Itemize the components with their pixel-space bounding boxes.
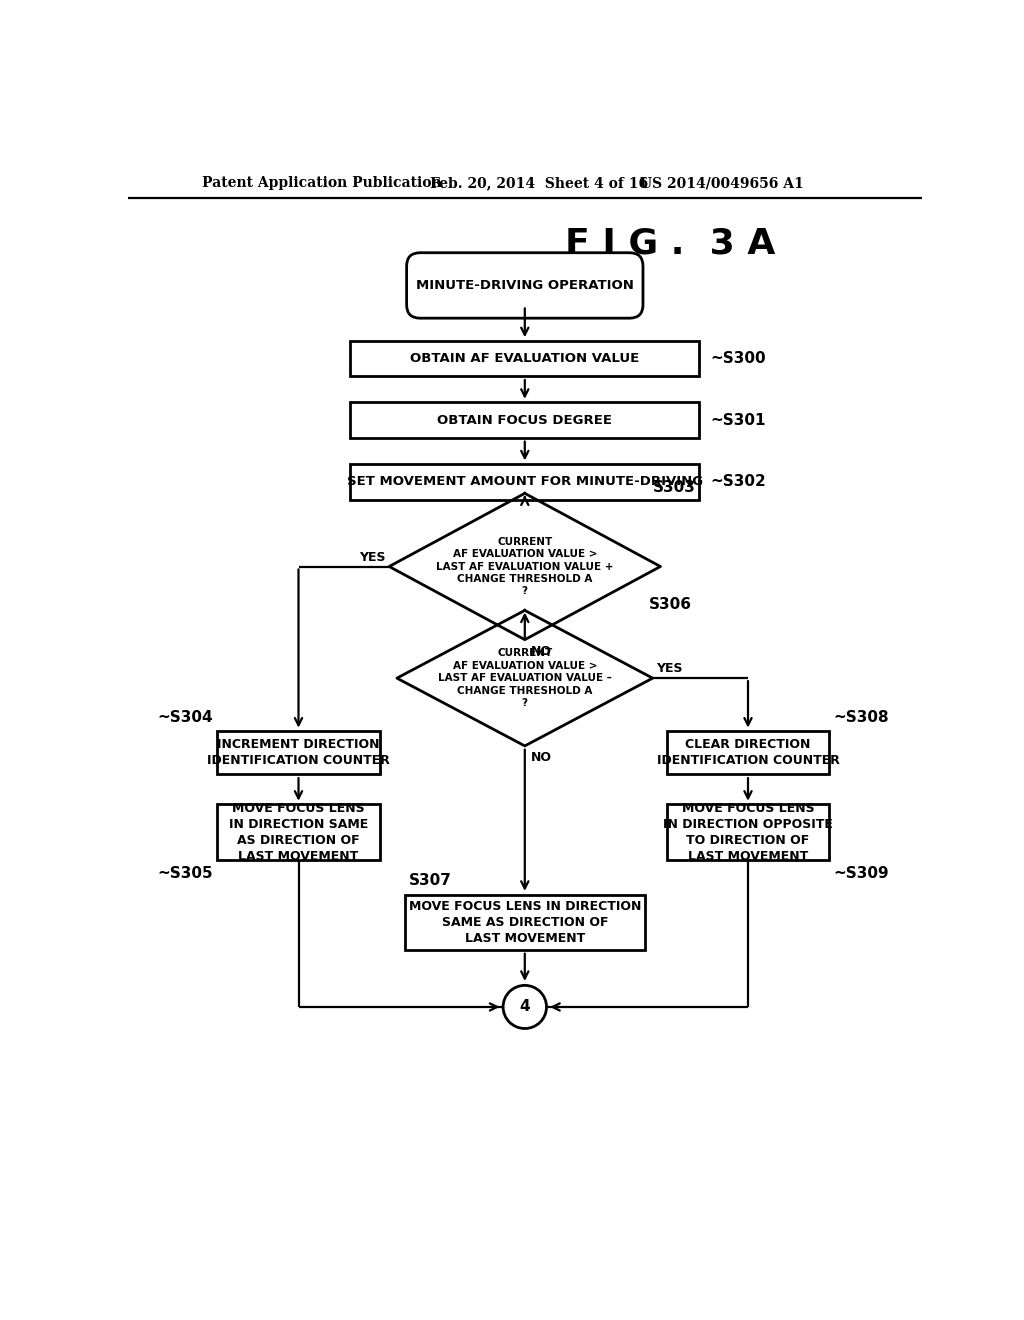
Text: MOVE FOCUS LENS IN DIRECTION
SAME AS DIRECTION OF
LAST MOVEMENT: MOVE FOCUS LENS IN DIRECTION SAME AS DIR… [409,900,641,945]
Text: US 2014/0049656 A1: US 2014/0049656 A1 [640,176,803,190]
Text: ~S309: ~S309 [834,866,889,882]
Polygon shape [389,494,660,640]
Bar [217,731,380,775]
Bar [217,804,380,859]
Text: CURRENT
AF EVALUATION VALUE >
LAST AF EVALUATION VALUE +
CHANGE THRESHOLD A
?: CURRENT AF EVALUATION VALUE > LAST AF EV… [436,537,613,597]
Text: 4: 4 [519,999,530,1015]
Bar [350,403,699,438]
Text: S307: S307 [409,873,452,888]
Bar [667,804,829,859]
Text: MOVE FOCUS LENS
IN DIRECTION OPPOSITE
TO DIRECTION OF
LAST MOVEMENT: MOVE FOCUS LENS IN DIRECTION OPPOSITE TO… [664,801,833,863]
Text: CLEAR DIRECTION
IDENTIFICATION COUNTER: CLEAR DIRECTION IDENTIFICATION COUNTER [656,738,840,767]
Text: ~S302: ~S302 [711,474,767,490]
Text: S306: S306 [649,597,692,611]
Bar [350,341,699,376]
Text: INCREMENT DIRECTION
IDENTIFICATION COUNTER: INCREMENT DIRECTION IDENTIFICATION COUNT… [207,738,390,767]
Text: ~S301: ~S301 [711,413,766,428]
Text: ~S308: ~S308 [834,710,889,725]
Text: NO: NO [531,751,552,764]
Text: ~S304: ~S304 [158,710,213,725]
Text: OBTAIN FOCUS DEGREE: OBTAIN FOCUS DEGREE [437,413,612,426]
Text: NO: NO [531,644,552,657]
Bar [350,465,699,499]
Text: Feb. 20, 2014  Sheet 4 of 16: Feb. 20, 2014 Sheet 4 of 16 [430,176,648,190]
Text: YES: YES [358,550,385,564]
Text: SET MOVEMENT AMOUNT FOR MINUTE-DRIVING: SET MOVEMENT AMOUNT FOR MINUTE-DRIVING [347,475,702,488]
Text: ~S300: ~S300 [711,351,766,366]
Text: MINUTE-DRIVING OPERATION: MINUTE-DRIVING OPERATION [416,279,634,292]
Text: S303: S303 [652,479,695,495]
Polygon shape [397,610,652,746]
Bar [404,895,645,950]
Text: YES: YES [656,663,683,676]
Text: CURRENT
AF EVALUATION VALUE >
LAST AF EVALUATION VALUE –
CHANGE THRESHOLD A
?: CURRENT AF EVALUATION VALUE > LAST AF EV… [438,648,611,708]
Bar [667,731,829,775]
Circle shape [503,985,547,1028]
FancyBboxPatch shape [407,252,643,318]
Text: OBTAIN AF EVALUATION VALUE: OBTAIN AF EVALUATION VALUE [411,352,639,366]
Text: ~S305: ~S305 [158,866,213,882]
Text: F I G .  3 A: F I G . 3 A [565,226,776,260]
Text: Patent Application Publication: Patent Application Publication [202,176,441,190]
Text: MOVE FOCUS LENS
IN DIRECTION SAME
AS DIRECTION OF
LAST MOVEMENT: MOVE FOCUS LENS IN DIRECTION SAME AS DIR… [229,801,368,863]
